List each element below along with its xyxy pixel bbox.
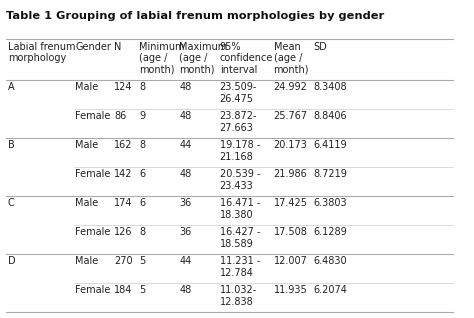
Text: 11.935: 11.935 (273, 285, 307, 295)
Text: A: A (8, 82, 14, 92)
Text: 86: 86 (114, 111, 127, 121)
Text: 174: 174 (114, 198, 133, 208)
Text: 95%
confidence
interval: 95% confidence interval (219, 42, 273, 75)
Text: 6: 6 (139, 169, 146, 179)
Text: 5: 5 (139, 285, 146, 295)
Text: C: C (8, 198, 15, 208)
Text: Male: Male (75, 256, 99, 266)
Text: Female: Female (75, 227, 111, 237)
Text: 36: 36 (180, 227, 191, 237)
Text: 8: 8 (139, 140, 146, 150)
Text: 20.173: 20.173 (273, 140, 308, 150)
Text: 36: 36 (180, 198, 191, 208)
Text: 6.4119: 6.4119 (314, 140, 347, 150)
Text: 9: 9 (139, 111, 146, 121)
Text: 23.872-
27.663: 23.872- 27.663 (219, 111, 257, 133)
Text: 12.007: 12.007 (273, 256, 308, 266)
Text: 142: 142 (114, 169, 133, 179)
Text: N: N (114, 42, 121, 52)
Text: Minimum
(age /
month): Minimum (age / month) (139, 42, 185, 75)
Text: Maximum
(age /
month): Maximum (age / month) (180, 42, 228, 75)
Text: 21.986: 21.986 (273, 169, 307, 179)
Text: B: B (8, 140, 15, 150)
Text: 11.231 -
12.784: 11.231 - 12.784 (219, 256, 260, 278)
Text: 11.032-
12.838: 11.032- 12.838 (219, 285, 257, 307)
Text: 16.471 -
18.380: 16.471 - 18.380 (219, 198, 260, 220)
Text: Table 1 Grouping of labial frenum morphologies by gender: Table 1 Grouping of labial frenum morpho… (6, 11, 384, 21)
Text: 44: 44 (180, 140, 191, 150)
Text: Female: Female (75, 111, 111, 121)
Text: 44: 44 (180, 256, 191, 266)
Text: 6.2074: 6.2074 (314, 285, 347, 295)
Text: 162: 162 (114, 140, 133, 150)
Text: 20.539 -
23.433: 20.539 - 23.433 (219, 169, 260, 191)
Text: 8.7219: 8.7219 (314, 169, 347, 179)
Text: 8: 8 (139, 82, 146, 92)
Text: Labial frenum
morphology: Labial frenum morphology (8, 42, 75, 63)
Text: Female: Female (75, 169, 111, 179)
Text: 6.1289: 6.1289 (314, 227, 347, 237)
Text: 17.508: 17.508 (273, 227, 308, 237)
Text: 25.767: 25.767 (273, 111, 308, 121)
Text: D: D (8, 256, 16, 266)
Text: Gender: Gender (75, 42, 111, 52)
Text: 124: 124 (114, 82, 133, 92)
Text: 48: 48 (180, 111, 191, 121)
Text: Mean
(age /
month): Mean (age / month) (273, 42, 309, 75)
Text: Male: Male (75, 198, 99, 208)
Text: 16.427 -
18.589: 16.427 - 18.589 (219, 227, 260, 249)
Text: 6.3803: 6.3803 (314, 198, 347, 208)
Text: 19.178 -
21.168: 19.178 - 21.168 (219, 140, 260, 162)
Text: 6.4830: 6.4830 (314, 256, 347, 266)
Text: Male: Male (75, 140, 99, 150)
Text: Female: Female (75, 285, 111, 295)
Text: Male: Male (75, 82, 99, 92)
Text: 5: 5 (139, 256, 146, 266)
Text: SD: SD (314, 42, 328, 52)
Text: 24.992: 24.992 (273, 82, 308, 92)
Text: 8: 8 (139, 227, 146, 237)
Text: 8.3408: 8.3408 (314, 82, 347, 92)
Text: 48: 48 (180, 285, 191, 295)
Text: 270: 270 (114, 256, 133, 266)
Text: 48: 48 (180, 169, 191, 179)
Text: 126: 126 (114, 227, 133, 237)
Text: 6: 6 (139, 198, 146, 208)
Text: 8.8406: 8.8406 (314, 111, 347, 121)
Text: 17.425: 17.425 (273, 198, 308, 208)
Text: 48: 48 (180, 82, 191, 92)
Text: 184: 184 (114, 285, 133, 295)
Text: 23.509-
26.475: 23.509- 26.475 (219, 82, 257, 104)
